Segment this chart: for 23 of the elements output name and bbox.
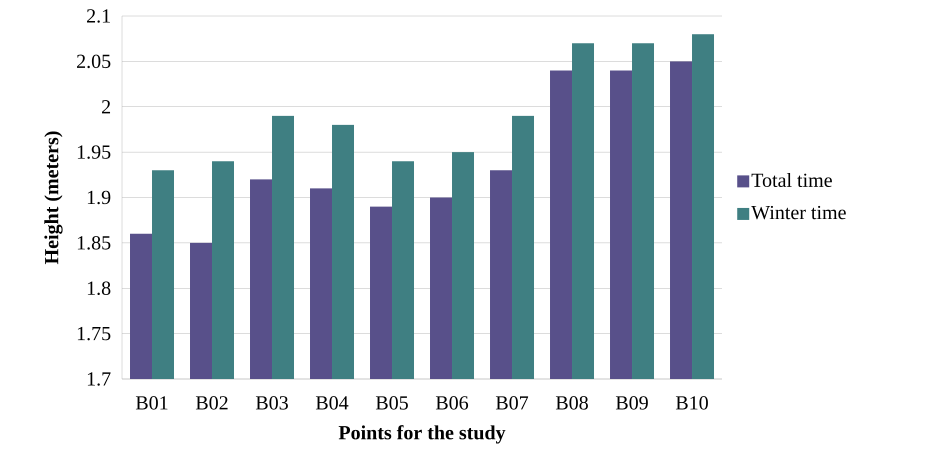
x-tick-label: B01	[136, 396, 168, 410]
y-tick-label: 2.1	[87, 9, 110, 23]
y-tick-label: 2	[102, 100, 110, 114]
y-axis-title: Height (meters)	[44, 131, 63, 264]
x-tick-label: B10	[676, 396, 708, 410]
x-tick-label: B05	[376, 396, 408, 410]
y-tick-label: 1.7	[88, 372, 111, 386]
legend-label: Total time	[752, 172, 832, 188]
x-tick-label: B04	[316, 396, 348, 410]
y-tick-label: 2.05	[77, 54, 110, 68]
y-tick-label: 1.8	[88, 281, 110, 296]
y-tick-label: 1.9	[88, 190, 110, 204]
y-tick-label: 1.75	[78, 326, 110, 340]
x-tick-label: B03	[256, 396, 288, 410]
x-tick-label: B09	[616, 396, 648, 410]
x-tick-label: B06	[436, 396, 468, 410]
x-axis-title: Points for the study	[338, 425, 506, 444]
y-tick-label: 1.95	[78, 145, 110, 159]
legend-label: Winter time	[751, 206, 846, 220]
x-tick-label: B07	[496, 396, 528, 410]
x-tick-label: B02	[196, 396, 228, 410]
x-tick-label: B08	[556, 396, 588, 410]
y-tick-label: 1.85	[78, 236, 110, 250]
